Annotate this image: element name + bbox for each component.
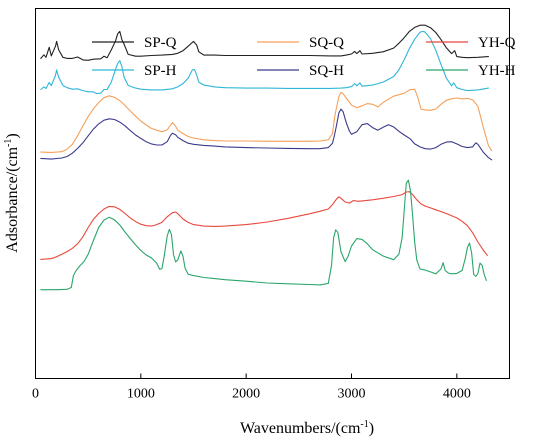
series-line-sq-q	[40, 88, 493, 153]
series-layer	[40, 24, 493, 291]
x-axis-ticks: 0 1000 2000 3000 4000	[32, 373, 471, 402]
y-axis-title: Adsorbance/(cm-1)	[3, 133, 21, 252]
series-line-sp-h	[40, 30, 489, 95]
legend-label-sp-h: SP-H	[144, 63, 177, 79]
legend-label-sp-q: SP-Q	[144, 35, 177, 51]
legend: SP-Q SQ-Q YH-Q SP-H SQ-H YH-H	[92, 35, 516, 79]
x-tick-label: 2000	[232, 387, 260, 402]
x-tick-label: 4000	[443, 387, 471, 402]
legend-label-yh-q: YH-Q	[478, 35, 516, 51]
x-tick-label: 3000	[338, 387, 366, 402]
legend-label-yh-h: YH-H	[478, 63, 516, 79]
legend-label-sq-q: SQ-Q	[309, 35, 344, 51]
series-line-sp-q	[40, 24, 489, 61]
x-axis-title: Wavenumbers/(cm-1)	[240, 419, 374, 437]
x-tick-label: 0	[32, 387, 39, 402]
series-line-yh-q	[40, 191, 488, 260]
series-line-yh-h	[40, 179, 487, 291]
x-tick-label: 1000	[127, 387, 155, 402]
series-line-sq-h	[40, 108, 493, 161]
legend-label-sq-h: SQ-H	[309, 63, 344, 79]
plot-frame	[35, 8, 510, 379]
